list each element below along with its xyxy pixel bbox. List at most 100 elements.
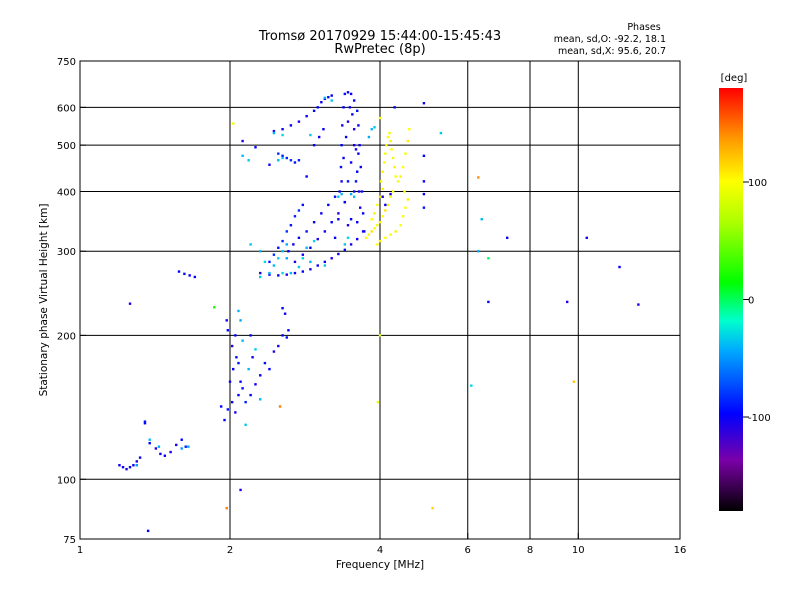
data-point-series-1 <box>285 273 288 276</box>
data-point-series-1 <box>254 383 257 386</box>
data-point-series-2 <box>406 198 410 201</box>
data-point-series-1 <box>301 203 305 207</box>
data-point-series-1 <box>309 246 312 249</box>
data-point-series-1 <box>293 260 297 264</box>
data-point-series-1 <box>585 236 588 240</box>
data-point-series-3 <box>247 159 250 162</box>
phases-o-stats: mean, sd,O: -92.2, 18.1 <box>554 34 666 45</box>
data-point-series-1 <box>359 165 362 169</box>
data-point-series-3 <box>349 192 353 196</box>
data-point-series-1 <box>355 170 359 173</box>
data-point-series-2 <box>389 139 392 143</box>
data-point-series-1 <box>330 257 333 260</box>
data-points <box>118 91 640 533</box>
data-point-series-1 <box>505 236 509 240</box>
data-point-series-2 <box>376 243 379 246</box>
data-point-series-1 <box>422 206 426 209</box>
data-point-series-3 <box>277 159 280 162</box>
data-point-series-1 <box>132 464 135 467</box>
data-point-series-1 <box>349 243 353 246</box>
data-point-series-2 <box>381 170 384 173</box>
x-axis-label: Frequency [MHz] <box>336 559 424 571</box>
data-point-series-2 <box>393 165 396 169</box>
data-point-series-1 <box>384 203 387 207</box>
y-tick-label: 75 <box>63 535 76 546</box>
data-point-series-2 <box>477 176 480 179</box>
data-point-series-1 <box>281 334 284 337</box>
data-point-series-1 <box>163 454 167 457</box>
data-point-series-1 <box>342 106 345 109</box>
data-point-series-2 <box>389 233 392 236</box>
chart-title: Tromsø 20170929 15:44:00-15:45:43 <box>258 29 501 44</box>
data-point-series-1 <box>277 246 280 249</box>
data-point-series-1 <box>327 95 330 99</box>
data-point-series-1 <box>287 329 290 332</box>
data-point-series-3 <box>259 250 262 253</box>
data-point-series-1 <box>241 387 244 390</box>
data-point-series-3 <box>470 384 473 387</box>
data-point-series-1 <box>351 113 354 116</box>
data-point-series-1 <box>323 230 327 233</box>
data-point-series-1 <box>272 350 276 353</box>
data-point-series-2 <box>376 203 379 207</box>
data-point-series-1 <box>234 334 237 337</box>
data-point-series-2 <box>404 152 407 155</box>
data-point-series-3 <box>281 271 284 275</box>
data-point-series-1 <box>289 224 293 227</box>
data-point-series-1 <box>333 236 337 240</box>
data-point-series-3 <box>480 218 483 221</box>
data-point-series-1 <box>422 102 426 105</box>
data-point-series-3 <box>241 154 244 158</box>
data-point-series-1 <box>349 161 353 164</box>
data-point-series-3 <box>309 133 312 137</box>
data-point-series-1 <box>225 319 228 322</box>
data-point-series-1 <box>230 400 234 404</box>
data-point-series-1 <box>285 156 288 160</box>
data-point-series-1 <box>339 165 343 169</box>
data-point-series-1 <box>249 393 252 397</box>
data-point-series-1 <box>148 441 151 445</box>
data-point-series-1 <box>232 367 235 371</box>
data-point-series-1 <box>316 237 319 241</box>
data-point-series-1 <box>337 252 340 256</box>
x-tick-label: 2 <box>227 545 233 556</box>
data-point-series-1 <box>344 135 348 139</box>
x-tick-label: 8 <box>527 545 533 556</box>
data-point-series-1 <box>355 109 359 113</box>
data-point-series-1 <box>285 230 288 233</box>
data-point-series-2 <box>379 180 383 183</box>
data-point-series-1 <box>354 180 358 183</box>
data-point-series-2 <box>373 212 376 215</box>
data-point-series-3 <box>312 239 316 243</box>
data-point-series-3 <box>254 348 257 351</box>
data-point-series-1 <box>327 203 330 207</box>
data-point-series-1 <box>340 180 343 183</box>
data-point-series-1 <box>323 260 327 264</box>
data-point-series-2 <box>394 175 397 178</box>
data-point-series-1 <box>146 529 150 533</box>
data-point-series-1 <box>317 135 321 139</box>
data-point-series-1 <box>305 114 308 118</box>
data-point-series-1 <box>125 467 128 471</box>
data-point-series-1 <box>277 274 280 277</box>
data-point-series-1 <box>121 465 125 469</box>
data-point-series-3 <box>272 264 276 267</box>
data-point-series-2 <box>572 380 576 383</box>
data-point-series-3 <box>281 250 284 253</box>
data-point-series-1 <box>268 367 271 371</box>
data-point-series-3 <box>323 264 327 267</box>
data-point-series-3 <box>330 99 333 102</box>
data-point-series-2 <box>384 152 387 155</box>
y-tick-label: 300 <box>57 247 76 258</box>
chart-subtitle: RwPretec (8p) <box>334 42 425 57</box>
data-point-series-2 <box>385 143 388 147</box>
data-point-series-1 <box>188 274 191 277</box>
colorbar-tick-label: 0 <box>748 296 754 307</box>
data-point-series-1 <box>358 206 362 209</box>
data-point-series-2 <box>399 175 402 178</box>
x-tick-label: 4 <box>377 545 383 556</box>
data-point-series-1 <box>346 180 350 183</box>
data-point-series-1 <box>154 447 158 450</box>
